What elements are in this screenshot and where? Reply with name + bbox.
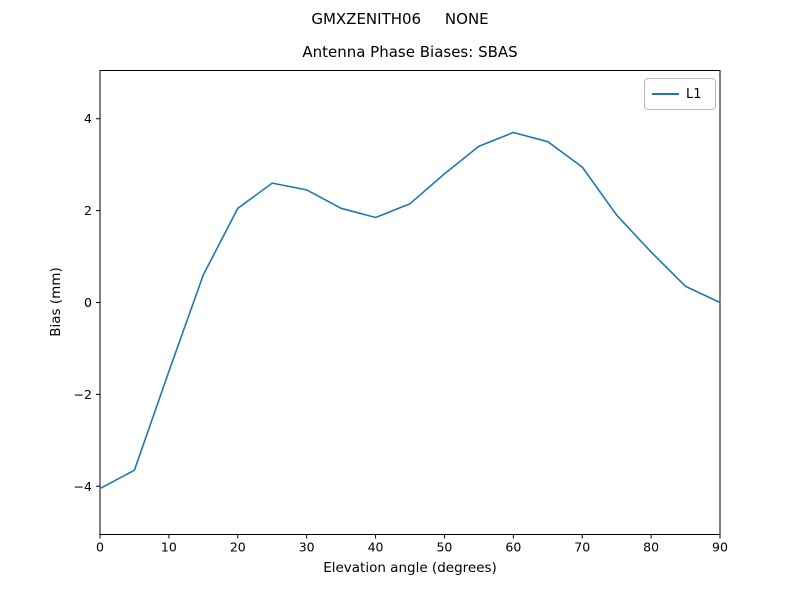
y-tick-label: −2 (74, 387, 92, 402)
legend-line-sample (652, 93, 679, 95)
legend: L1 (644, 78, 716, 110)
x-tick-label: 70 (574, 540, 590, 555)
x-tick-label: 30 (299, 540, 315, 555)
x-tick-label: 80 (643, 540, 659, 555)
x-tick-label: 90 (712, 540, 728, 555)
axes-title: Antenna Phase Biases: SBAS (302, 43, 518, 61)
y-tick-label: 2 (84, 203, 92, 218)
x-axis-label: Elevation angle (degrees) (323, 560, 497, 576)
series-line-l1 (99, 131, 721, 490)
x-tick-label: 50 (436, 540, 452, 555)
y-tick-label: 4 (84, 111, 92, 126)
figure-title: GMXZENITH06 NONE (311, 10, 489, 28)
x-tick-label: 20 (230, 540, 246, 555)
x-tick-label: 10 (161, 540, 177, 555)
x-tick-label: 40 (368, 540, 384, 555)
x-tick-label: 0 (96, 540, 104, 555)
x-tick-label: 60 (505, 540, 521, 555)
legend-label: L1 (686, 86, 702, 102)
y-tick-label: 0 (84, 295, 92, 310)
y-tick-label: −4 (74, 479, 92, 494)
